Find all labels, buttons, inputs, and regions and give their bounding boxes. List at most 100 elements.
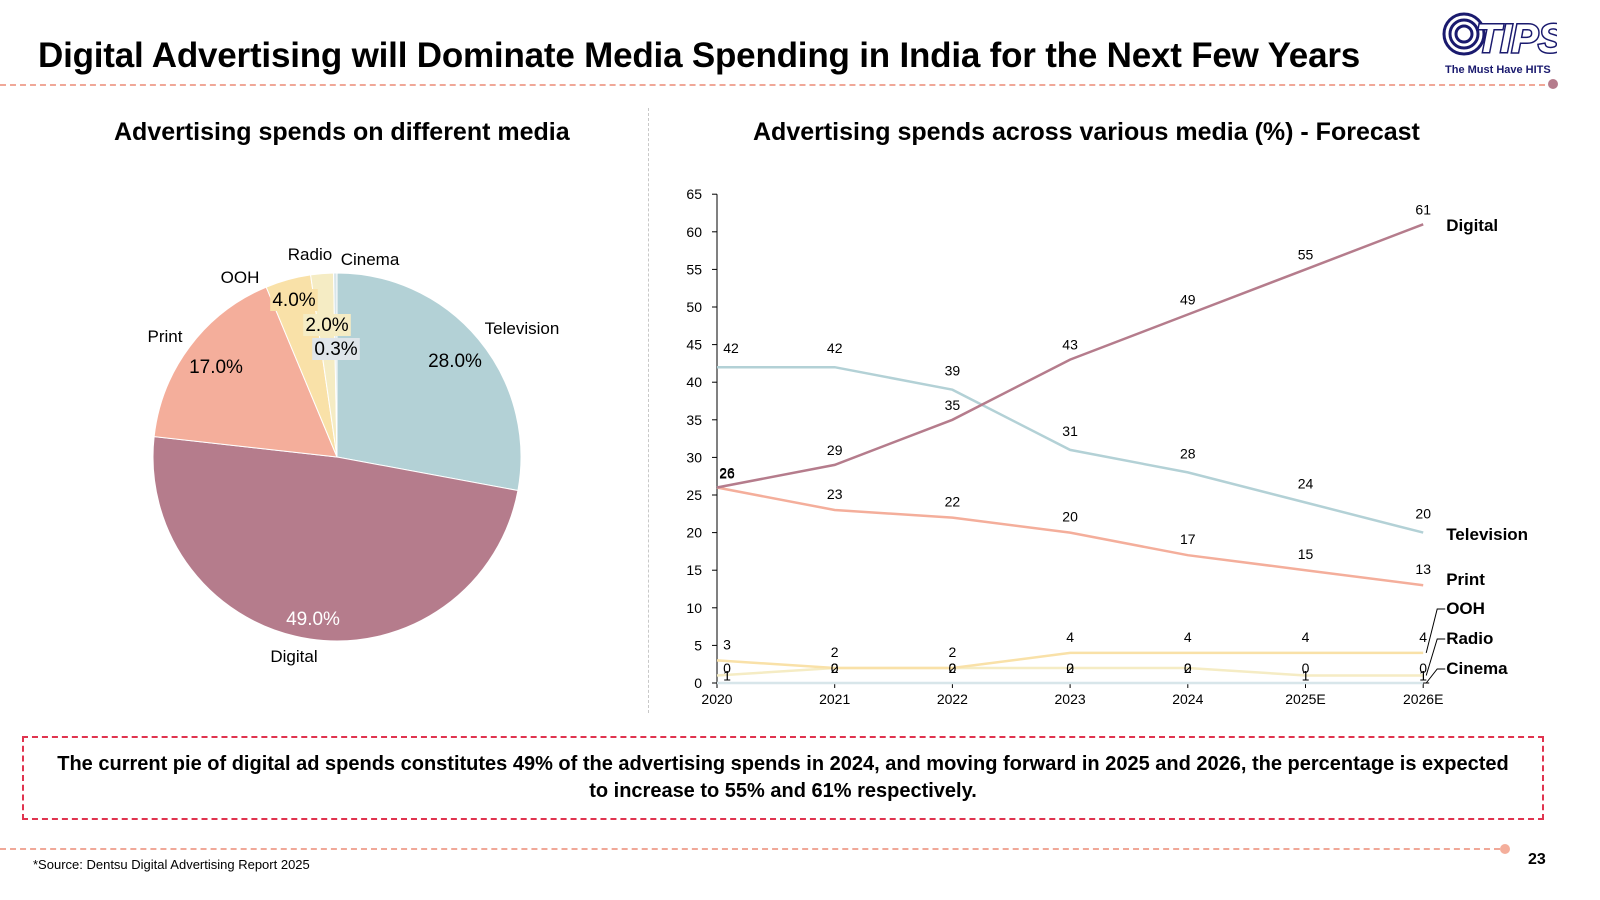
data-label-radio: 2: [1184, 660, 1192, 676]
pie-slice-television: [336, 272, 522, 492]
y-tick-label: 65: [686, 186, 702, 202]
data-label-radio: 1: [1302, 667, 1310, 683]
data-label-television: 28: [1180, 445, 1196, 461]
series-line-ooh: [716, 651, 1424, 670]
data-label-digital: 35: [945, 397, 961, 413]
y-tick-label: 45: [686, 337, 702, 353]
header-divider-dot: [1548, 79, 1558, 89]
data-label-digital: 43: [1062, 337, 1078, 353]
y-tick-label: 60: [686, 224, 702, 240]
data-label-radio: 2: [1066, 660, 1074, 676]
data-label-cinema: 0: [1302, 660, 1310, 676]
data-label-ooh: 3: [723, 636, 731, 652]
series-name-digital: Digital: [1446, 216, 1498, 235]
data-label-print: 20: [1062, 509, 1078, 525]
series-name-radio: Radio: [1446, 629, 1493, 648]
pie-value-radio: 2.0%: [305, 315, 348, 336]
leader-line-radio: [1425, 638, 1446, 676]
pie-label-radio: Radio: [288, 245, 332, 264]
tips-logo-icon: TIPS: [1442, 12, 1557, 63]
series-name-cinema: Cinema: [1446, 659, 1508, 678]
y-tick-label: 35: [686, 412, 702, 428]
y-tick-label: 55: [686, 261, 702, 277]
pie-value-ooh: 4.0%: [272, 290, 315, 311]
x-tick-label: 2021: [819, 691, 850, 707]
pie-value-bg-cinema: [312, 338, 360, 360]
data-label-television: 31: [1062, 423, 1078, 439]
series-name-television: Television: [1446, 525, 1528, 544]
data-label-television: 39: [945, 363, 961, 379]
data-label-digital: 61: [1415, 201, 1431, 217]
data-label-digital: 55: [1298, 246, 1314, 262]
key-insight-text: The current pie of digital ad spends con…: [57, 753, 1509, 802]
y-tick-label: 10: [686, 600, 702, 616]
footer-divider: [0, 848, 1500, 850]
pie-slice-digital: [152, 436, 519, 642]
pie-value-bg-ooh: [270, 289, 318, 311]
data-label-digital: 49: [1180, 292, 1196, 308]
data-label-radio: 1: [1419, 667, 1427, 683]
data-label-ooh: 4: [1066, 629, 1074, 645]
y-tick-label: 20: [686, 525, 702, 541]
data-label-television: 20: [1415, 506, 1431, 522]
data-label-ooh: 4: [1184, 629, 1192, 645]
x-tick-label: 2020: [701, 691, 732, 707]
line-chart-title: Advertising spends across various media …: [753, 118, 1420, 146]
pie-chart-title: Advertising spends on different media: [114, 118, 570, 146]
data-label-television: 24: [1298, 476, 1314, 492]
y-tick-label: 5: [694, 637, 702, 653]
series-line-digital: [716, 223, 1424, 489]
data-label-cinema: 0: [1066, 660, 1074, 676]
series-name-ooh: OOH: [1446, 599, 1485, 618]
y-tick-label: 40: [686, 374, 702, 390]
x-tick-label: 2025E: [1285, 691, 1325, 707]
source-note: *Source: Dentsu Digital Advertising Repo…: [33, 857, 310, 872]
data-label-television: 42: [827, 340, 843, 356]
series-line-print: [716, 486, 1424, 587]
pie-value-television: 28.0%: [428, 351, 482, 372]
pie-slice-print: [153, 286, 338, 458]
page-title: Digital Advertising will Dominate Media …: [38, 36, 1361, 75]
series-name-print: Print: [1446, 570, 1485, 589]
data-label-radio: 2: [949, 660, 957, 676]
pie-label-print: Print: [148, 327, 183, 346]
pie-value-cinema: 0.3%: [314, 339, 357, 360]
data-label-ooh: 4: [1302, 629, 1310, 645]
pie-value-print: 17.0%: [189, 357, 243, 378]
data-label-cinema: 0: [949, 660, 957, 676]
pie-label-television: Television: [485, 319, 560, 338]
data-label-print: 13: [1415, 561, 1431, 577]
data-label-print: 23: [827, 486, 843, 502]
data-label-digital: 29: [827, 442, 843, 458]
x-tick-label: 2023: [1055, 691, 1086, 707]
y-tick-label: 15: [686, 562, 702, 578]
y-tick-label: 50: [686, 299, 702, 315]
series-line-television: [717, 365, 1424, 534]
data-label-cinema: 0: [723, 660, 731, 676]
logo-wordmark: TIPS: [1476, 17, 1557, 61]
data-label-print: 15: [1298, 546, 1314, 562]
header-divider: [0, 84, 1555, 86]
key-insight-box: The current pie of digital ad spends con…: [22, 736, 1544, 820]
data-label-print: 17: [1180, 531, 1196, 547]
page-number: 23: [1528, 851, 1546, 868]
pie-value-digital: 49.0%: [286, 609, 340, 630]
data-label-television: 42: [723, 340, 739, 356]
data-label-ooh: 2: [949, 644, 957, 660]
x-tick-label: 2026E: [1403, 691, 1443, 707]
data-label-print: 26: [719, 465, 735, 481]
data-label-ooh: 4: [1419, 629, 1427, 645]
y-tick-label: 30: [686, 449, 702, 465]
pie-label-ooh: OOH: [221, 268, 260, 287]
x-tick-label: 2022: [937, 691, 968, 707]
y-tick-label: 25: [686, 487, 702, 503]
data-label-digital: 26: [719, 464, 735, 480]
leader-line-cinema: [1425, 668, 1446, 684]
data-label-radio: 2: [831, 660, 839, 676]
data-label-print: 22: [945, 494, 961, 510]
data-label-cinema: 0: [1184, 660, 1192, 676]
y-tick-label: 0: [694, 675, 702, 691]
panel-divider: [648, 108, 649, 713]
